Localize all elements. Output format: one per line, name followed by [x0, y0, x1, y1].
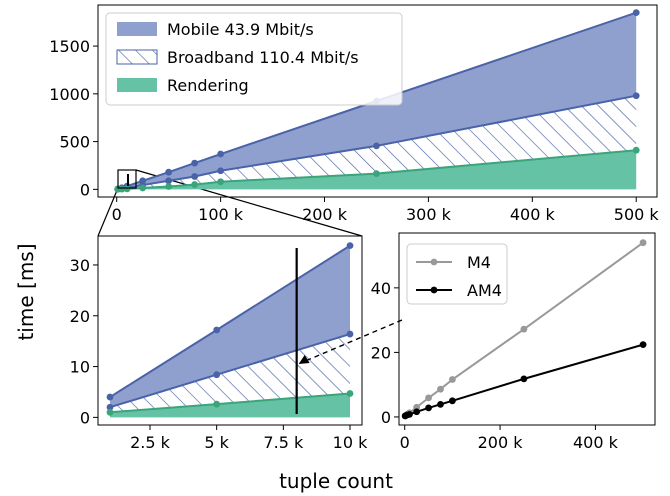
am4-point — [425, 404, 432, 412]
rendering-point — [373, 170, 380, 177]
am4-point — [413, 408, 421, 416]
m4-point — [448, 376, 456, 383]
mobile-point — [632, 9, 640, 17]
legend-label: M4 — [467, 253, 491, 272]
rendering-area — [110, 393, 350, 418]
rendering-point — [106, 408, 114, 416]
x-tick-label: 400 k — [510, 205, 556, 224]
x-tick-label: 100 k — [198, 205, 244, 224]
legend-label: Rendering — [167, 76, 249, 95]
y-tick-label: 500 — [59, 133, 90, 152]
broadband-point — [632, 92, 640, 100]
x-tick-label: 500 k — [614, 205, 660, 224]
mobile-point — [106, 393, 114, 401]
x-tick-label: 0 — [400, 433, 410, 452]
rendering-point — [118, 185, 126, 193]
am4-point — [406, 410, 413, 418]
rendering-point — [217, 178, 225, 186]
mobile-point — [213, 326, 221, 334]
rendering-point — [632, 146, 640, 154]
m4-point — [639, 239, 647, 247]
main-legend: Mobile 43.9 Mbit/s Broadband 110.4 Mbit/s… — [105, 12, 403, 106]
legend-label: Mobile 43.9 Mbit/s — [167, 20, 314, 39]
arrow-head — [298, 355, 310, 364]
x-tick-label: 7.5 k — [263, 433, 304, 452]
mobile-point — [346, 242, 354, 250]
x-tick-label: 300 k — [406, 205, 452, 224]
y-tick-label: 20 — [70, 307, 90, 326]
legend-label: Broadband 110.4 Mbit/s — [167, 48, 359, 67]
legend-swatch-rendering — [117, 78, 157, 92]
pointer-arrow — [298, 319, 403, 364]
y-tick-label: 30 — [70, 256, 90, 275]
x-tick-label: 5 k — [204, 433, 229, 452]
legend-marker-am4 — [430, 286, 438, 294]
zoom-inset-plot: 2.5 k 5 k 7.5 k 10 k 0 10 20 30 — [70, 235, 368, 452]
zoom-plot-frame — [97, 235, 363, 426]
broadband-area — [110, 334, 350, 413]
y-tick-label: 0 — [80, 180, 90, 199]
y-tick-label: 20 — [371, 343, 391, 362]
zoom-connector-left — [97, 187, 119, 237]
m4-point — [520, 325, 528, 333]
y-tick-label: 1500 — [49, 37, 90, 56]
y-tick-label: 1000 — [49, 85, 90, 104]
broadband-point — [191, 173, 199, 180]
y-tick-label: 40 — [371, 279, 391, 298]
x-tick-label: 2.5 k — [130, 433, 171, 452]
m4-plot-frame — [398, 232, 656, 426]
am4-point — [520, 375, 528, 383]
m4-point — [437, 385, 444, 393]
y-tick-label: 0 — [80, 408, 90, 427]
x-tick-label: 0 — [112, 205, 122, 224]
mobile-point — [191, 159, 199, 167]
main-plot: 0 100 k 200 k 300 k 400 k 500 k 0 500 1000 1500 Mo… — [49, 4, 660, 224]
rendering-area — [117, 150, 637, 190]
y-tick-label: 10 — [70, 358, 90, 377]
legend-swatch-broadband — [116, 49, 158, 65]
broadband-point — [165, 177, 173, 185]
rendering-point — [346, 390, 354, 397]
rendering-point — [139, 184, 147, 192]
mobile-point — [217, 150, 225, 158]
am4-point — [639, 341, 647, 349]
main-plot-frame — [97, 4, 658, 198]
broadband-point — [346, 330, 354, 338]
legend-label: AM4 — [467, 281, 502, 300]
am4-point — [448, 397, 456, 405]
x-tick-label: 10 k — [333, 433, 368, 452]
zoom-selection-box — [117, 169, 137, 189]
rendering-point — [165, 183, 173, 190]
m4-point — [425, 394, 432, 402]
rendering-point — [123, 185, 131, 193]
rendering-point — [213, 400, 221, 408]
x-tick-label: 200 k — [478, 433, 524, 452]
rendering-point — [191, 181, 199, 188]
x-tick-label: 400 k — [573, 433, 619, 452]
am4-point — [437, 400, 444, 408]
dashed-arrow-line — [307, 319, 403, 361]
broadband-point — [217, 167, 225, 175]
mobile-area — [110, 245, 350, 408]
legend-marker-m4 — [430, 258, 438, 266]
x-tick-label: 200 k — [302, 205, 348, 224]
x-axis-label: tuple count — [279, 469, 393, 493]
mobile-point — [165, 168, 173, 176]
y-axis-label: time [ms] — [14, 243, 38, 340]
legend-box — [105, 12, 403, 106]
broadband-point — [106, 403, 114, 411]
broadband-point — [373, 142, 380, 150]
legend-swatch-mobile — [117, 22, 157, 36]
y-tick-label: 0 — [381, 408, 391, 427]
broadband-point — [213, 371, 221, 379]
